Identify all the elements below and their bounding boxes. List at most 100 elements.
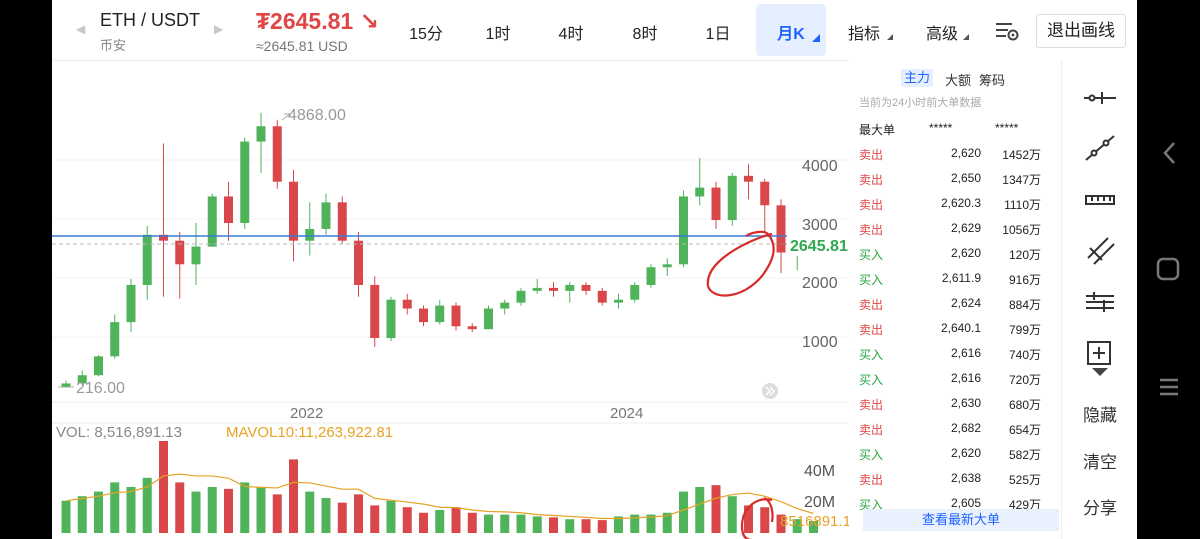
order-row: 买入 2,620 582万: [849, 440, 1061, 465]
order-row: 买入 2,616 740万: [849, 340, 1061, 365]
order-price: 2,650: [950, 171, 981, 185]
candle-body: [94, 356, 103, 376]
volume-bar: [809, 521, 818, 533]
volume-bar: [646, 514, 656, 533]
order-side: 买入: [859, 273, 884, 287]
home-nav-icon[interactable]: [1155, 256, 1181, 282]
volume-bar: [386, 500, 396, 533]
candle-body: [646, 267, 656, 285]
freehand-circle-drawing[interactable]: [706, 230, 775, 297]
volume-bar: [549, 517, 558, 533]
app-screen: ◀ ETH / USDT 币安 ▶ ₮2645.81 ↘ ≈2645.81 US…: [52, 0, 1137, 539]
orders-subtitle: 当前为24小时前大单数据: [859, 97, 982, 109]
candle-body: [224, 196, 233, 223]
more-tools-icon[interactable]: [1090, 366, 1110, 378]
tab-1h[interactable]: 1时: [485, 26, 511, 43]
tab-advanced[interactable]: 高级: [925, 26, 958, 43]
exit-drawing-button[interactable]: 退出画线: [1036, 14, 1126, 48]
tab-indicators[interactable]: 指标: [847, 26, 880, 43]
order-side: 卖出: [859, 223, 884, 237]
volume-bar: [679, 491, 688, 533]
tab-monthly[interactable]: 月K: [756, 4, 826, 56]
drawing-toolbar: 隐藏 清空 分享: [1061, 60, 1137, 539]
candle-body: [419, 308, 428, 323]
mavol-label: MAVOL10:11,263,922.81: [226, 424, 393, 441]
candle-body: [402, 299, 412, 309]
fib-levels-icon[interactable]: [1080, 282, 1120, 322]
chart-area[interactable]: 4868.00 216.00 4000 3000 2000 1000 2645.…: [52, 60, 849, 539]
chart-grid: [52, 159, 849, 338]
volume-bar: [744, 505, 753, 533]
recents-nav-icon[interactable]: [1157, 375, 1181, 399]
volume-bar: [191, 491, 201, 533]
order-price: 2,620.3: [940, 196, 981, 210]
hide-button[interactable]: 隐藏: [1083, 406, 1117, 425]
chart-settings-icon[interactable]: [994, 20, 1020, 42]
prev-pair-icon[interactable]: ◀: [76, 22, 86, 36]
tab-chips[interactable]: 筹码: [979, 73, 1006, 88]
volume-bar: [256, 487, 266, 533]
order-amount: 740万: [1008, 348, 1041, 362]
candle-body: [386, 299, 396, 339]
candle-body: [484, 308, 493, 330]
candle-body: [240, 141, 250, 223]
tab-15m[interactable]: 15分: [409, 26, 443, 43]
volume-bar: [727, 496, 737, 533]
volume-bar: [305, 491, 315, 533]
tab-main-force[interactable]: 主力: [901, 69, 933, 87]
clear-button[interactable]: 清空: [1083, 453, 1117, 472]
candle-body: [597, 290, 607, 303]
candle-body: [451, 305, 461, 327]
share-button[interactable]: 分享: [1083, 499, 1117, 518]
volume-bars: [61, 441, 818, 533]
next-pair-icon[interactable]: ▶: [214, 22, 224, 36]
back-nav-icon[interactable]: [1158, 140, 1182, 166]
pair-name[interactable]: ETH / USDT: [100, 10, 201, 30]
view-latest-orders-button[interactable]: 查看最新大单: [863, 509, 1059, 531]
candle-body: [354, 240, 363, 285]
order-side: 买入: [859, 498, 884, 512]
horizontal-ray-icon[interactable]: [1080, 78, 1120, 118]
candle-body: [467, 326, 477, 330]
candle-body: [744, 175, 753, 182]
col-head-amount: *****: [995, 121, 1019, 135]
trend-line-icon[interactable]: [1080, 128, 1120, 168]
volume-bar: [695, 487, 705, 533]
add-drawing-icon[interactable]: [1080, 334, 1120, 374]
candle-body: [191, 246, 201, 265]
volume-bar: [402, 507, 412, 533]
candle-body: [370, 284, 380, 339]
order-side: 买入: [859, 348, 884, 362]
volume-bar: [419, 512, 428, 533]
tab-1d[interactable]: 1日: [705, 26, 731, 43]
current-price-tag-bg: [787, 234, 849, 256]
order-price: 2,611.9: [941, 271, 981, 285]
order-row: 卖出 2,640.1 799万: [849, 315, 1061, 340]
candle-body: [776, 205, 786, 253]
candle-body: [207, 196, 217, 247]
tab-4h[interactable]: 4时: [558, 26, 584, 43]
order-price: 2,624: [950, 296, 981, 310]
candle-body: [159, 234, 168, 241]
order-price: 2,629: [950, 221, 981, 235]
ruler-icon[interactable]: [1080, 180, 1120, 220]
volume-bar: [467, 512, 477, 533]
order-side: 买入: [859, 448, 884, 462]
order-amount: 654万: [1008, 423, 1041, 437]
candle-body: [760, 181, 770, 206]
candle-body: [516, 290, 526, 303]
tab-large-amount[interactable]: 大额: [945, 73, 972, 88]
vol-tick-20m: 20M: [804, 494, 835, 511]
candle-body: [305, 228, 315, 241]
order-amount: 1056万: [1002, 223, 1041, 237]
order-amount: 916万: [1008, 273, 1041, 287]
candle-body: [614, 299, 623, 303]
volume-current-label: 8516891.13: [780, 513, 849, 530]
tab-8h[interactable]: 8时: [632, 26, 658, 43]
candle-body: [175, 240, 185, 265]
volume-bar: [451, 507, 461, 533]
parallel-lines-icon[interactable]: [1080, 230, 1120, 270]
volume-bar: [175, 482, 185, 533]
candle-body: [272, 126, 282, 182]
volume-bar: [516, 514, 526, 533]
